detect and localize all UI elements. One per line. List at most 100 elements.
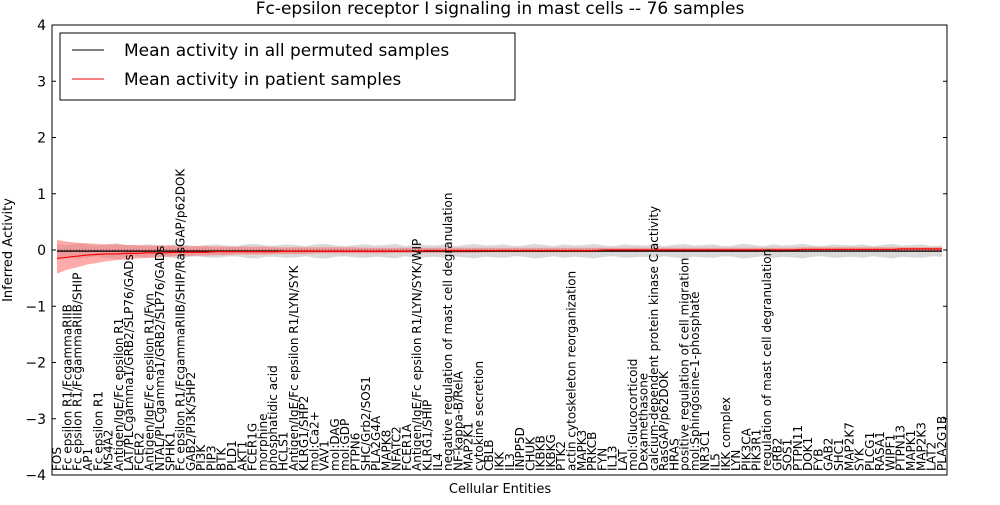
x-tick-label: Dexamethasone xyxy=(637,373,651,471)
x-tick-label: FCER2 xyxy=(132,432,146,471)
x-tick-label: AP1 xyxy=(81,448,95,471)
x-tick-label: LAT/PLCgamma1/GRB2/SLP76/GADs xyxy=(122,254,136,471)
x-tick-label: KLRG1/SHIP xyxy=(420,400,434,471)
x-tick-label: Fc epsilon R1 xyxy=(91,391,105,471)
x-tick-label: IL3 xyxy=(503,453,517,471)
x-axis-label: Cellular Entities xyxy=(449,482,551,497)
x-tick-label: MAP2K3 xyxy=(914,422,928,471)
x-tick-label: BTK xyxy=(215,446,229,471)
x-tick-label: PLCG1 xyxy=(863,432,877,471)
x-tick-label: Fc epsilon R1/FcgammaRIIB xyxy=(60,304,74,471)
x-tick-label: AKT1 xyxy=(235,441,249,471)
x-tick-label: KLRG1/SHP2 xyxy=(297,396,311,471)
x-tick-label: GAB2/PI3K/SHP2 xyxy=(184,372,198,471)
x-tick-label: MAPK1 xyxy=(904,430,918,471)
y-tick-label: −1 xyxy=(25,299,46,315)
x-tick-label: LAT2 xyxy=(925,442,939,471)
x-tick-label: PTK2 xyxy=(554,441,568,471)
x-tick-label: actin cytoskeleton reorganization xyxy=(565,271,579,471)
x-tick-label: MAPK8 xyxy=(379,430,393,471)
x-tick-label: NF-kappa-B/RelA xyxy=(451,370,465,471)
x-tick-label: PLA2G4A xyxy=(369,415,383,471)
x-tick-label: IKBKB xyxy=(534,435,548,471)
x-tick-label: mol:Sphingosine-1-phosphate xyxy=(688,292,702,472)
x-tick-label: SPHK1 xyxy=(163,432,177,471)
x-tick-label: IKK complex xyxy=(719,397,733,471)
y-tick-label: 4 xyxy=(37,18,46,34)
y-axis-label: Inferred Activity xyxy=(1,198,16,302)
x-tick-label: MAPK3 xyxy=(575,430,589,471)
x-tick-label: calcium-dependent protein kinase C activ… xyxy=(647,206,661,471)
x-tick-label: PIK3R1 xyxy=(750,429,764,471)
x-tick-label: NTAL/PLCgamma1/GRB2/SLP76/GADs xyxy=(153,246,167,471)
x-tick-label: cytokine secretion xyxy=(472,361,486,471)
x-tick-label: IL5 xyxy=(709,453,723,471)
x-tick-label: PTPN6 xyxy=(348,433,362,471)
x-tick-label: NR3C1 xyxy=(698,430,712,471)
x-tick-label: mol:Ca2+ xyxy=(307,411,321,471)
x-tick-label: Fc epsilon R1/FcgammaRIIB/SHIP xyxy=(71,273,85,471)
x-tick-label: INPP5D xyxy=(513,427,527,471)
x-tick-label: CHUK xyxy=(523,436,537,471)
patient-mean-line xyxy=(56,248,943,260)
x-tick-label: SOS1 xyxy=(781,439,795,471)
x-tick-label: CBLB xyxy=(482,439,496,471)
x-tick-label: GAB2 xyxy=(822,438,836,471)
x-tick-label: IL13 xyxy=(606,446,620,472)
x-tick-label: HRAS xyxy=(667,438,681,471)
y-tick-label: −2 xyxy=(25,356,46,372)
y-tick-label: −3 xyxy=(25,412,46,428)
x-tick-label: PIP3 xyxy=(204,445,218,471)
x-tick-label: FCER1A xyxy=(400,423,414,471)
x-tick-label: mol:GDP xyxy=(338,419,352,471)
legend-label-patient: Mean activity in patient samples xyxy=(124,70,401,90)
x-tick-label: PTPN11 xyxy=(791,425,805,471)
x-tick-label: phosphatidic acid xyxy=(266,365,280,471)
x-tick-label: PI3K xyxy=(194,444,208,471)
x-tick-label: VAV1 xyxy=(318,440,332,471)
plot-area xyxy=(52,239,947,274)
x-tick-label: mol:Glucocorticoid xyxy=(626,359,640,471)
x-tick-label: Antigen/IgE/Fc epsilon R1/Fyn xyxy=(143,293,157,471)
patient-range-band xyxy=(56,239,943,274)
x-tick-label: LYN xyxy=(729,450,743,471)
x-tick-label: PLD1 xyxy=(225,440,239,471)
x-tick-label: RasGAP/p62DOK xyxy=(657,370,671,471)
x-tick-label: SYK xyxy=(853,447,867,471)
x-tick-label: PRKCB xyxy=(585,432,599,471)
y-tick-label: 2 xyxy=(37,131,46,147)
x-tick-label: IKK xyxy=(493,451,507,471)
chart-title: Fc-epsilon receptor I signaling in mast … xyxy=(256,0,745,19)
x-tick-label: MAP2K7 xyxy=(842,422,856,471)
y-tick-label: −4 xyxy=(25,468,46,484)
x-tick-label: PTPN13 xyxy=(894,425,908,471)
y-tick-label: 0 xyxy=(37,243,46,259)
x-tick-label: Fc epsilon R1/FcgammaRIIB/SHIP/RasGAP/p6… xyxy=(174,168,188,471)
y-tick-label: 1 xyxy=(37,187,46,203)
x-tick-label: NFATC2 xyxy=(390,426,404,471)
x-tick-label: mol:DAG xyxy=(328,418,342,471)
x-tick-label: positive regulation of cell migration xyxy=(678,258,692,471)
x-tick-label: MAP2K1 xyxy=(462,422,476,471)
x-tick-label: FOS xyxy=(50,447,64,471)
x-tick-label: DOK1 xyxy=(801,437,815,471)
x-tick-label: PIK3CA xyxy=(739,427,753,471)
x-tick-label: negative regulation of mast cell degranu… xyxy=(441,192,455,471)
x-tick-label: RASA1 xyxy=(873,431,887,471)
x-tick-label: Antigen/IgE/Fc epsilon R1/LYN/SYK xyxy=(287,264,301,471)
x-tick-label: FYN xyxy=(595,448,609,471)
x-tick-label: IL4 xyxy=(431,453,445,471)
x-tick-label: Antigen/IgE/Fc epsilon R1/LYN/SYK/WIP xyxy=(410,239,424,471)
x-tick-label: IKBKG xyxy=(544,434,558,471)
x-tick-label: SHC1 xyxy=(832,438,846,471)
x-tick-label: Antigen/IgE/Fc epsilon R1 xyxy=(112,318,126,471)
x-tick-label: LAT xyxy=(616,449,630,471)
x-tick-label: SHC/Grb2/SOS1 xyxy=(359,376,373,471)
legend: Mean activity in all permuted samples Me… xyxy=(59,32,516,101)
x-tick-label: PLA2G1B xyxy=(935,416,949,471)
x-tick-label: regulation of mast cell degranulation xyxy=(760,249,774,471)
x-tick-label: HCLS1 xyxy=(276,432,290,471)
x-tick-label: WIPF1 xyxy=(883,434,897,471)
